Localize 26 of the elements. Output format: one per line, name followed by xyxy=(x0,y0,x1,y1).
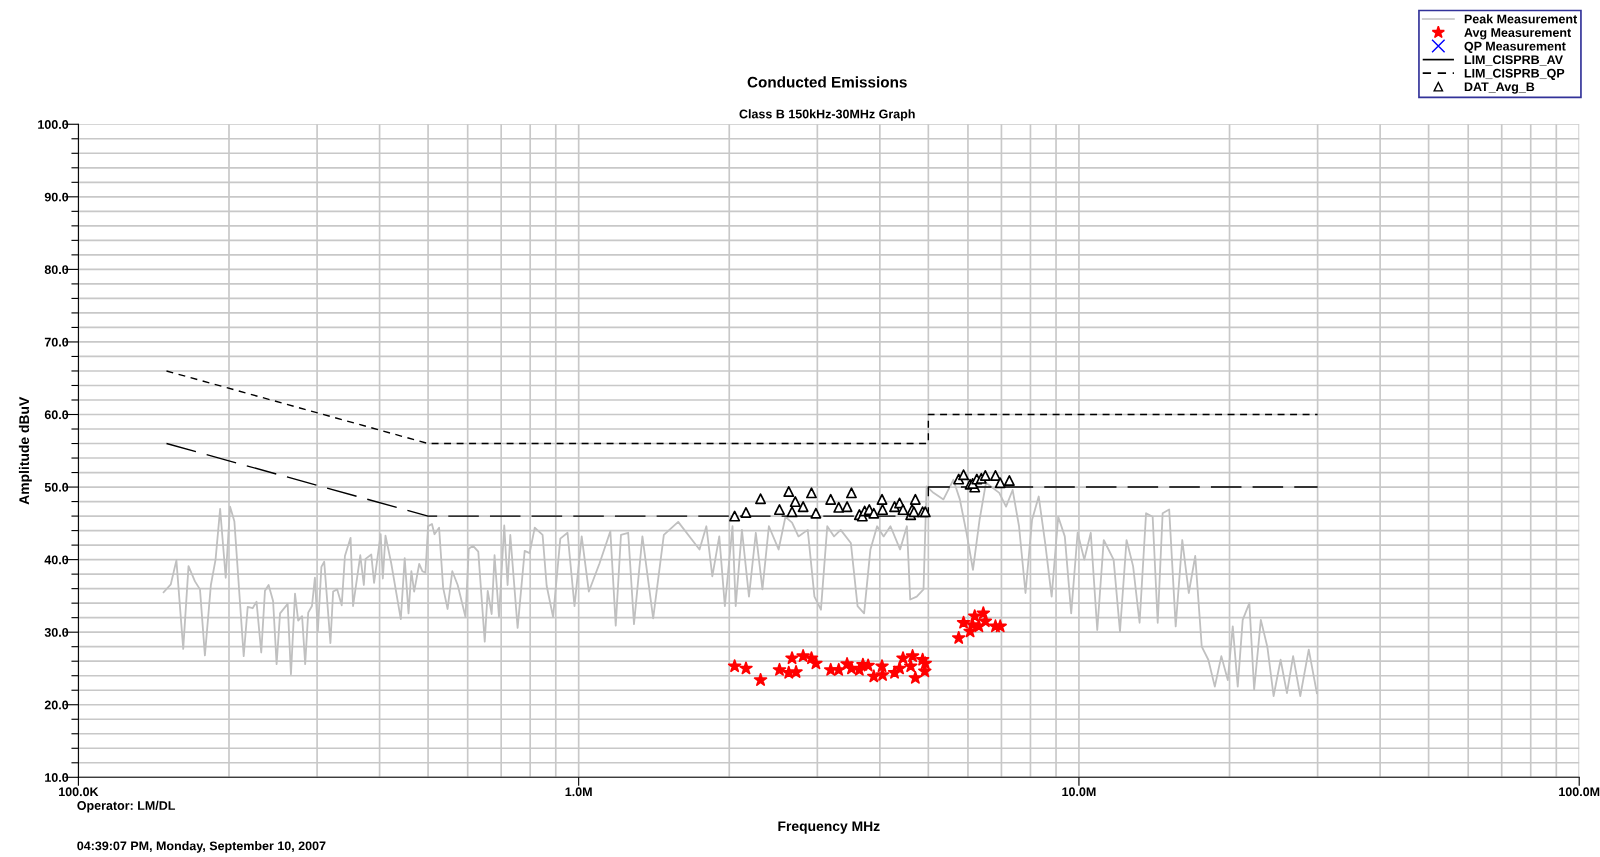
y-tick-label: 10.0 xyxy=(45,773,69,782)
y-tick-label: 30.0 xyxy=(44,627,69,637)
y-tick-label: 60.0 xyxy=(44,410,69,420)
x-tick-label: 10.0M xyxy=(1062,787,1096,797)
text: 04:39:07 PM, Monday, September 10, 2007 xyxy=(77,841,326,853)
legend-label: QP Measurement xyxy=(1464,41,1566,53)
x-tick-label: 100.0K xyxy=(59,787,99,797)
y-tick-label: 50.0 xyxy=(44,482,69,492)
legend-label: LIM_CISPRB_QP xyxy=(1464,68,1565,80)
y-tick-label: 40.0 xyxy=(44,555,69,565)
y-tick-label: 90.0 xyxy=(44,192,69,202)
legend-label: DAT_Avg_B xyxy=(1464,82,1535,94)
x-tick-label: 1.0M xyxy=(565,787,592,797)
y-tick-label: 100.0 xyxy=(38,120,69,129)
x-tick-label: 100.0M xyxy=(1559,787,1600,797)
chart-title: Conducted Emissions xyxy=(747,76,907,88)
text: Operator: LM/DL xyxy=(77,800,176,813)
x-axis-title: Frequency MHz xyxy=(778,821,880,834)
legend-label: Avg Measurement xyxy=(1464,28,1572,40)
legend-label: LIM_CISPRB_AV xyxy=(1464,55,1563,66)
chart-subtitle: Class B 150kHz-30MHz Graph xyxy=(739,109,915,121)
y-axis-title: Amplitude dBuV xyxy=(18,396,32,505)
y-tick-label: 70.0 xyxy=(44,337,69,347)
y-tick-label: 20.0 xyxy=(44,700,69,710)
legend-label: Peak Measurement xyxy=(1464,14,1578,24)
y-tick-label: 80.0 xyxy=(44,265,69,275)
